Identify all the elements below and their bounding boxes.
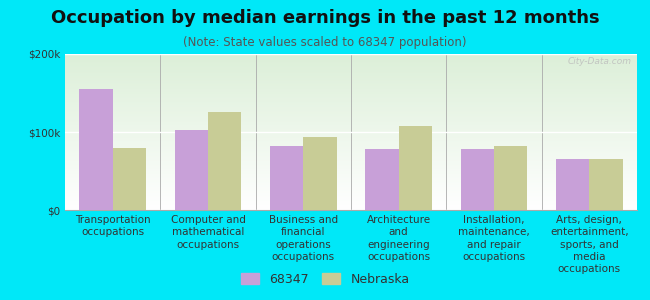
Bar — [590, 159, 623, 210]
Bar — [398, 126, 432, 210]
Bar — [270, 146, 304, 210]
Text: City-Data.com: City-Data.com — [567, 57, 631, 66]
Text: Occupation by median earnings in the past 12 months: Occupation by median earnings in the pas… — [51, 9, 599, 27]
Bar — [208, 112, 241, 210]
Legend: 68347, Nebraska: 68347, Nebraska — [235, 268, 415, 291]
Bar — [175, 130, 208, 210]
Bar — [112, 148, 146, 210]
Bar — [556, 159, 590, 210]
Text: (Note: State values scaled to 68347 population): (Note: State values scaled to 68347 popu… — [183, 36, 467, 49]
Bar — [79, 89, 112, 210]
Bar — [461, 149, 494, 210]
Bar — [494, 146, 527, 210]
Bar — [304, 137, 337, 210]
Bar — [365, 149, 398, 210]
